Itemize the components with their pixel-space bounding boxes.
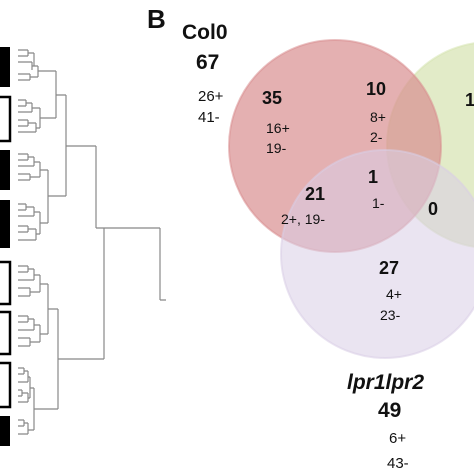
set-name-lpr1lpr2: lpr1lpr2	[347, 371, 425, 394]
cluster-box-black	[0, 416, 10, 446]
region-count-col0-right: 10	[366, 79, 387, 99]
set-total-col0: 67	[196, 51, 220, 74]
cluster-boxes	[0, 47, 12, 446]
region-count-right-only: 1	[465, 90, 474, 110]
region-count-col0-only: 35	[262, 88, 283, 108]
region-down-col0-right: 2-	[370, 129, 383, 145]
region-count-right-lpr: 0	[428, 199, 439, 219]
region-down-col0-only: 19-	[266, 140, 287, 156]
cluster-box-white	[0, 361, 12, 409]
dendrogram-tree	[18, 49, 166, 435]
region-count-lpr-only: 27	[379, 258, 400, 278]
region-detail-col0-lpr: 2+, 19-	[281, 211, 325, 227]
set-total-lpr1lpr2: 49	[378, 399, 402, 422]
set-down-lpr1lpr2: 43-	[387, 455, 409, 472]
region-detail-all-three: 1-	[372, 195, 385, 211]
cluster-box-black	[0, 150, 10, 190]
panel-letter: B	[147, 4, 166, 34]
region-up-col0-right: 8+	[370, 109, 386, 125]
set-up-col0: 26+	[198, 88, 224, 105]
set-up-lpr1lpr2: 6+	[389, 430, 407, 447]
set-name-col0: Col0	[182, 21, 228, 44]
cluster-box-white	[0, 95, 12, 143]
region-count-col0-lpr: 21	[305, 184, 326, 204]
region-count-all-three: 1	[368, 167, 379, 187]
region-down-lpr-only: 23-	[380, 307, 401, 323]
cluster-box-white	[0, 310, 12, 356]
cluster-box-black	[0, 200, 10, 248]
cluster-box-black	[0, 47, 10, 87]
region-up-lpr-only: 4+	[386, 286, 402, 302]
venn-circle-lpr1lpr2	[280, 149, 474, 359]
cluster-box-white	[0, 260, 12, 306]
set-down-col0: 41-	[198, 109, 220, 126]
region-up-col0-only: 16+	[266, 120, 290, 136]
